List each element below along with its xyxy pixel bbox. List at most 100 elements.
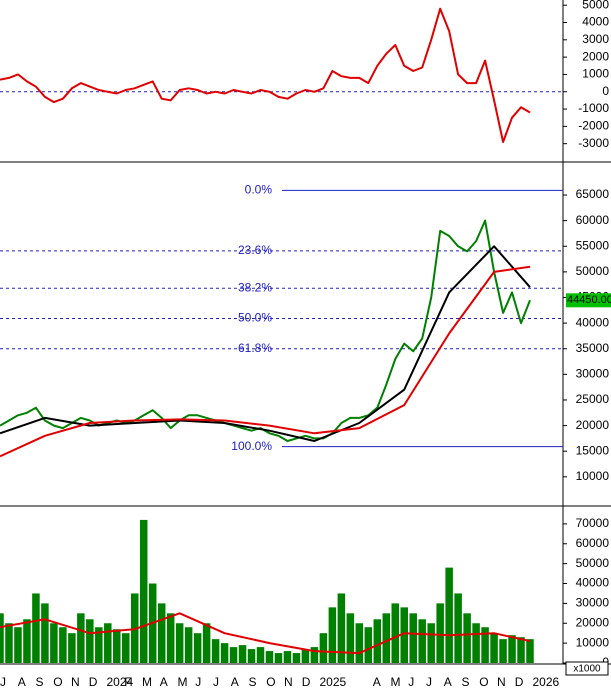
volume-bar bbox=[373, 619, 382, 663]
volume-bar bbox=[104, 623, 112, 663]
y-tick-label: 65000 bbox=[576, 187, 610, 201]
x-tick-label: M bbox=[142, 675, 152, 689]
series-line bbox=[0, 265, 531, 458]
unit-box bbox=[565, 661, 609, 676]
y-tick-label: 10000 bbox=[576, 635, 610, 649]
volume-bar bbox=[274, 653, 283, 663]
x-tick-label: M bbox=[178, 675, 188, 689]
y-tick-label: 60000 bbox=[576, 536, 610, 550]
last-price-label: 44450.00 bbox=[567, 294, 611, 306]
x-tick-label: N bbox=[71, 675, 80, 689]
volume-bar bbox=[113, 629, 121, 663]
x-tick-label: A bbox=[231, 675, 239, 689]
volume-bar bbox=[319, 633, 328, 663]
series-line bbox=[0, 245, 531, 442]
x-tick-label: S bbox=[462, 675, 470, 689]
x-tick-label: J bbox=[195, 675, 201, 689]
volume-bar bbox=[193, 633, 202, 663]
volume-bar bbox=[202, 623, 211, 663]
y-tick-label: 10000 bbox=[576, 469, 610, 483]
volume-bar bbox=[77, 613, 85, 663]
y-tick-label: 30000 bbox=[576, 367, 610, 381]
volume-bar bbox=[436, 603, 444, 663]
volume-bar bbox=[14, 627, 22, 663]
volume-bar bbox=[0, 613, 4, 663]
volume-bar bbox=[364, 627, 373, 663]
volume-bar bbox=[526, 639, 534, 663]
volume-bar bbox=[229, 647, 238, 663]
volume-bar bbox=[346, 613, 355, 663]
volume-bar bbox=[41, 603, 49, 663]
x-tick-label: N bbox=[497, 675, 506, 689]
volume-bar bbox=[139, 519, 148, 663]
y-tick-label: 70000 bbox=[576, 516, 610, 530]
series-line bbox=[0, 612, 531, 655]
y-tick-label: 20000 bbox=[576, 418, 610, 432]
x-tick-label: N bbox=[284, 675, 293, 689]
x-tick-label: D bbox=[302, 675, 311, 689]
y-tick-label: 20000 bbox=[576, 615, 610, 629]
volume-bar bbox=[391, 603, 400, 663]
volume-bar bbox=[68, 633, 76, 663]
fib-label: 61.8% bbox=[238, 341, 272, 355]
x-tick-label: A bbox=[18, 675, 26, 689]
x-tick-label: J bbox=[213, 675, 219, 689]
y-tick-label: 15000 bbox=[576, 443, 610, 457]
fib-label: 0.0% bbox=[245, 183, 273, 197]
x-tick-label: 2026 bbox=[533, 675, 560, 689]
volume-bar bbox=[427, 623, 435, 663]
volume-bar bbox=[355, 623, 364, 663]
volume-bar bbox=[86, 619, 94, 663]
volume-bar bbox=[220, 643, 229, 663]
x-tick-label: A bbox=[373, 675, 381, 689]
x-tick-label: M bbox=[391, 675, 401, 689]
y-tick-label: -1000 bbox=[578, 101, 609, 115]
volume-bar bbox=[454, 593, 462, 663]
x-tick-label: J bbox=[0, 675, 6, 689]
x-tick-label: A bbox=[160, 675, 168, 689]
volume-bar bbox=[166, 613, 175, 663]
y-tick-label: 50000 bbox=[576, 264, 610, 278]
y-tick-label: 5000 bbox=[582, 0, 609, 11]
x-tick-label: O bbox=[266, 675, 275, 689]
x-tick-label: S bbox=[36, 675, 44, 689]
y-tick-label: 2000 bbox=[582, 49, 609, 63]
fib-label: 23.6% bbox=[238, 243, 272, 257]
volume-bar bbox=[508, 635, 516, 663]
volume-bar bbox=[5, 623, 13, 663]
volume-bar bbox=[337, 593, 346, 663]
fib-label: 38.2% bbox=[238, 280, 272, 294]
volume-bar bbox=[283, 651, 292, 663]
x-tick-label: S bbox=[249, 675, 257, 689]
volume-bar bbox=[122, 633, 130, 663]
y-tick-label: 4000 bbox=[582, 15, 609, 29]
y-tick-label: -3000 bbox=[578, 136, 609, 150]
volume-bar bbox=[265, 651, 274, 663]
y-tick-label: 35000 bbox=[576, 341, 610, 355]
volume-bar bbox=[400, 607, 408, 663]
x-tick-label: 2024 bbox=[107, 675, 134, 689]
volume-bar bbox=[310, 647, 319, 663]
x-tick-label: O bbox=[53, 675, 62, 689]
volume-bar bbox=[499, 639, 507, 663]
y-tick-label: 30000 bbox=[576, 596, 610, 610]
volume-bar bbox=[211, 639, 220, 663]
y-tick-label: 55000 bbox=[576, 238, 610, 252]
volume-bar bbox=[445, 567, 453, 663]
last-price-box bbox=[566, 293, 611, 308]
x-tick-label: 2025 bbox=[320, 675, 347, 689]
y-tick-label: -2000 bbox=[578, 119, 609, 133]
y-tick-label: 50000 bbox=[576, 556, 610, 570]
y-tick-label: 40000 bbox=[576, 315, 610, 329]
volume-bar bbox=[490, 633, 498, 663]
y-tick-label: 0 bbox=[602, 84, 609, 98]
volume-bar bbox=[247, 649, 256, 663]
volume-bar bbox=[418, 619, 426, 663]
volume-bar bbox=[95, 627, 103, 663]
volume-bar bbox=[292, 653, 301, 663]
volume-bar bbox=[256, 647, 265, 663]
x-tick-label: D bbox=[515, 675, 524, 689]
series-line bbox=[0, 7, 531, 143]
volume-bar bbox=[175, 623, 184, 663]
